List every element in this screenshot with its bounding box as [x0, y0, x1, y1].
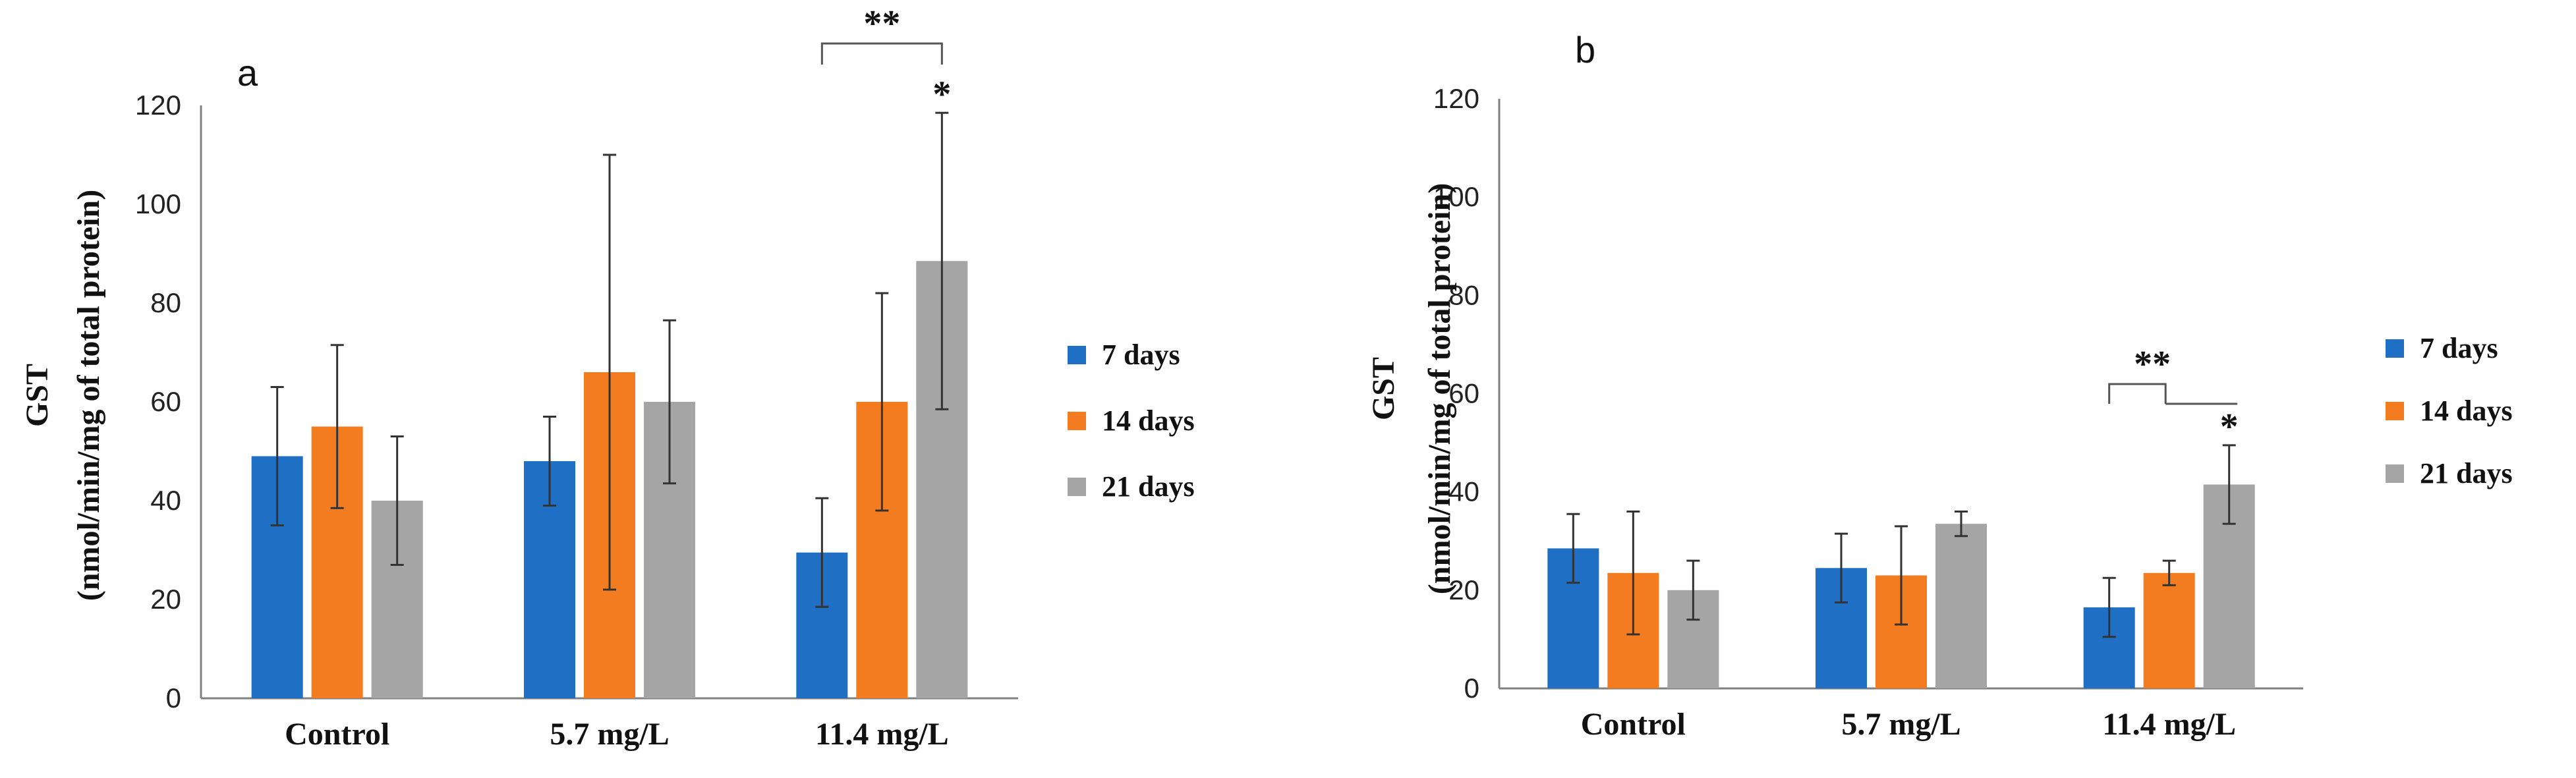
y-axis-label-units: (nmol/min/mg of total protein): [1422, 183, 1457, 594]
panel-label: b: [1575, 29, 1595, 70]
legend-swatch: [1068, 478, 1086, 496]
y-tick-label: 120: [135, 90, 181, 121]
x-category-label: 11.4 mg/L: [2102, 707, 2236, 742]
x-category-label: Control: [285, 717, 389, 752]
y-tick-label: 100: [1433, 181, 1479, 212]
y-axis-label: GST (nmol/min/mg of total protein): [1366, 183, 1457, 594]
y-tick-label: 20: [150, 584, 181, 615]
legend: 7 days 14 days 21 days: [2386, 332, 2513, 489]
legend: 7 days 14 days 21 days: [1068, 339, 1195, 503]
y-tick-label: 40: [150, 485, 181, 516]
legend-label: 14 days: [1102, 404, 1195, 437]
legend-label: 14 days: [2420, 395, 2513, 427]
legend-swatch: [2386, 402, 2404, 420]
y-axis-label: GST (nmol/min/mg of total protein): [20, 190, 106, 601]
y-tick-label: 120: [1433, 83, 1479, 114]
y-tick-label: 60: [1448, 378, 1479, 409]
legend-swatch: [2386, 464, 2404, 483]
legend-label: 21 days: [2420, 457, 2513, 489]
x-category-label: 5.7 mg/L: [1841, 707, 1961, 742]
y-axis-label-title: GST: [20, 364, 55, 427]
x-category-label: 11.4 mg/L: [815, 717, 949, 752]
legend-label: 7 days: [1102, 339, 1180, 371]
y-tick-label: 20: [1448, 574, 1479, 605]
legend-label: 7 days: [2420, 332, 2498, 364]
chart-panel-b: 0 20 40 60 80 100 120 Control 5.7 mg/L 11.4 mg/L G…: [1366, 29, 2513, 742]
x-category-label: Control: [1581, 707, 1686, 742]
legend-swatch: [2386, 339, 2404, 358]
x-category-label: 5.7 mg/L: [550, 717, 669, 752]
significance-star: *: [2220, 406, 2239, 447]
legend-label: 21 days: [1102, 470, 1195, 503]
y-tick-label: 60: [150, 386, 181, 417]
y-axis-label-units: (nmol/min/mg of total protein): [71, 190, 106, 601]
significance-bracket: [820, 42, 943, 65]
y-tick-label: 40: [1448, 476, 1479, 507]
chart-panel-a: 0 20 40 60 80 100 120 Control 5.7 mg/L 11.4 mg/L G…: [20, 3, 1195, 752]
significance-double-star: **: [2134, 344, 2171, 385]
y-tick-label: 80: [150, 287, 181, 318]
legend-swatch: [1068, 412, 1086, 430]
y-tick-label: 100: [135, 188, 181, 219]
legend-swatch: [1068, 346, 1086, 364]
significance-star: *: [932, 74, 951, 115]
y-axis-label-title: GST: [1366, 357, 1401, 420]
panel-label: a: [237, 52, 258, 94]
significance-double-star: **: [863, 3, 900, 44]
bar: [2143, 572, 2195, 688]
y-tick-label: 0: [1464, 673, 1479, 704]
bar: [1935, 524, 1987, 688]
significance-bracket-left: [2108, 383, 2167, 404]
y-tick-label: 80: [1448, 279, 1479, 310]
y-tick-label: 0: [166, 682, 181, 713]
